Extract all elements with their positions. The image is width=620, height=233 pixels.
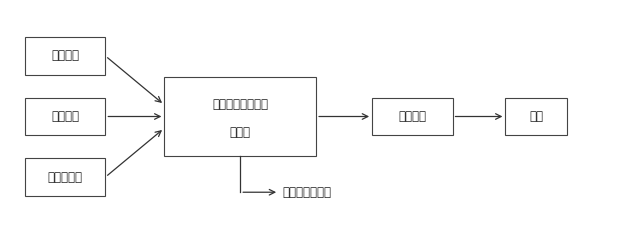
Bar — [25, 37, 105, 75]
Bar — [505, 98, 567, 135]
Text: 板框过滤: 板框过滤 — [398, 110, 427, 123]
Text: 粗产品: 粗产品 — [230, 126, 250, 139]
Bar — [25, 158, 105, 196]
Text: 产品: 产品 — [529, 110, 543, 123]
Text: 下一步产品原料: 下一步产品原料 — [282, 186, 331, 199]
Bar — [164, 77, 316, 156]
Text: 硫氰酸钠: 硫氰酸钠 — [51, 49, 79, 62]
Text: 氯甲酸乙酯: 氯甲酸乙酯 — [48, 171, 82, 184]
Bar — [372, 98, 453, 135]
Text: 烷氧羰基异硫氰酸: 烷氧羰基异硫氰酸 — [212, 98, 268, 111]
Bar — [25, 98, 105, 135]
Text: 聚乙二醇: 聚乙二醇 — [51, 110, 79, 123]
